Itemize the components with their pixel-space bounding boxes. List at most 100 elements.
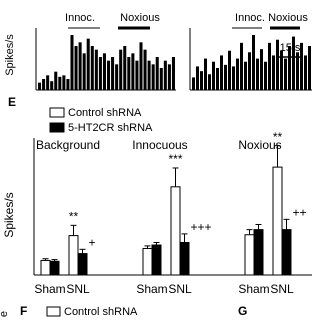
cropped-label: e [0, 311, 10, 317]
histogram-bar [82, 53, 86, 90]
histogram-bar [70, 35, 74, 90]
x-tick-label: SNL [270, 282, 294, 296]
bar [272, 166, 283, 276]
bar [253, 229, 264, 276]
histogram-bar [212, 61, 215, 90]
histogram-bar [94, 49, 98, 90]
bar [142, 247, 153, 276]
noxious-label: Noxious [120, 12, 160, 24]
histogram-bar [252, 35, 255, 90]
histogram-bar [54, 71, 58, 90]
histogram-bar [220, 55, 223, 90]
histogram-bar [74, 46, 78, 90]
histogram-bar [264, 61, 267, 90]
histogram-bar [300, 42, 303, 90]
histogram-bar [228, 50, 231, 90]
innoc-label: Innoc. [65, 12, 95, 24]
histogram-bar [155, 57, 159, 90]
legend-label: Control shRNA [64, 306, 138, 318]
histogram-bar [276, 39, 279, 90]
legend-swatch [49, 107, 65, 118]
histogram-bar [167, 64, 171, 90]
histogram-bar [192, 77, 195, 90]
histogram-bar [268, 42, 271, 90]
x-tick-label: Sham [136, 282, 167, 296]
legend-swatch [46, 306, 61, 317]
histogram-bar [280, 50, 283, 90]
histogram-bar [272, 55, 275, 90]
histogram-bar [46, 75, 50, 90]
bar [244, 234, 255, 276]
histogram-bar [115, 64, 119, 90]
significance-marker: ++ [293, 206, 307, 220]
histogram-bar [78, 42, 82, 90]
bar [151, 244, 162, 276]
histogram-bar [240, 42, 243, 90]
legend-label: Control shRNA [68, 107, 142, 119]
top-y-label: Spikes/s [4, 34, 16, 76]
innoc-label: Innoc. [235, 12, 265, 24]
x-tick-label: SNL [168, 282, 192, 296]
histogram-bar [139, 42, 143, 90]
histogram-bar [107, 60, 111, 90]
histogram-bar [296, 52, 299, 90]
panel-label: G [238, 304, 247, 318]
histogram-bar [102, 53, 106, 90]
panel-label: F [20, 304, 27, 318]
histogram-bar [236, 58, 239, 90]
bar [49, 260, 60, 276]
histogram-bar [248, 52, 251, 90]
histogram-bar [171, 57, 175, 90]
panel-label: E [8, 95, 16, 109]
histogram-bar [123, 46, 127, 90]
histogram-bar [90, 46, 94, 90]
histogram-bar [224, 64, 227, 90]
histogram-bar [208, 74, 211, 90]
significance-marker: + [89, 235, 96, 249]
histogram-bar [62, 75, 66, 90]
bar [170, 186, 181, 276]
significance-marker: +++ [191, 220, 212, 234]
legend-swatch [49, 122, 65, 133]
histogram-bar [86, 38, 90, 90]
histogram-bar [308, 46, 311, 90]
histogram-bar [256, 58, 259, 90]
histogram-bar [111, 57, 115, 90]
significance-marker: ** [273, 130, 283, 144]
histogram-bar [204, 58, 207, 90]
histogram-bar [196, 66, 199, 90]
x-tick-label: Sham [34, 282, 65, 296]
group-label: Innocuous [132, 138, 187, 152]
x-tick-label: SNL [66, 282, 90, 296]
significance-marker: ** [69, 210, 79, 224]
histogram-bar [119, 49, 123, 90]
histogram-bar [50, 81, 54, 90]
histogram-bar [200, 71, 203, 90]
histogram-bar [66, 79, 70, 90]
histogram-bar [98, 57, 102, 90]
histogram-bar [131, 53, 135, 90]
histogram-bar [260, 49, 263, 90]
histogram-bar [147, 60, 151, 90]
bar [281, 229, 292, 276]
histogram-bar [284, 58, 287, 90]
bar [68, 235, 79, 276]
legend-label: 5-HT2CR shRNA [68, 122, 153, 134]
y-label: Spikes/s [2, 192, 16, 237]
group-label: Background [36, 138, 100, 152]
histogram-bar [159, 68, 163, 90]
histogram-bar [42, 79, 46, 90]
histogram-bar [232, 66, 235, 90]
significance-marker: *** [168, 152, 182, 166]
bar [40, 259, 51, 276]
histogram-bar [38, 82, 42, 90]
histogram-bar [244, 61, 247, 90]
histogram-bar [216, 68, 219, 90]
histogram-bar [288, 46, 291, 90]
histogram-bar [304, 55, 307, 90]
bar [77, 253, 88, 276]
histogram-bar [163, 60, 167, 90]
histogram-bar [58, 76, 62, 90]
histogram-bar [292, 36, 295, 90]
